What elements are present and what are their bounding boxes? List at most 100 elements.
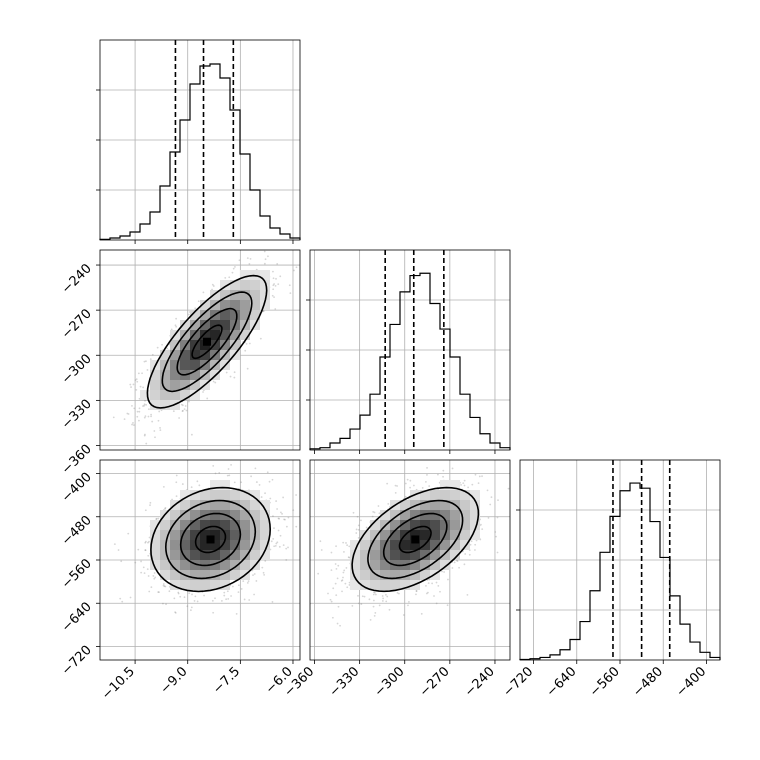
sample-point	[421, 487, 424, 489]
density-cell	[190, 500, 200, 510]
sample-point	[214, 381, 217, 384]
sample-point	[149, 501, 152, 504]
sample-point	[253, 573, 256, 575]
sample-point	[143, 572, 146, 575]
density-cell	[390, 530, 400, 540]
density-cell	[160, 380, 170, 390]
sample-point	[123, 418, 126, 421]
sample-point	[518, 488, 520, 490]
sample-point	[132, 424, 135, 426]
density-cell	[220, 490, 230, 500]
contour-line	[398, 525, 432, 554]
sample-point	[144, 541, 147, 544]
scatter-frame-2	[309, 459, 511, 661]
sample-point	[426, 474, 428, 476]
sample-point	[211, 283, 214, 286]
sample-point	[185, 409, 188, 412]
sample-point	[348, 556, 351, 559]
sample-point	[282, 544, 285, 547]
sample-point	[211, 288, 213, 291]
density-cell	[450, 540, 460, 550]
sample-point	[343, 569, 346, 572]
sample-point	[152, 575, 155, 577]
density-cell	[220, 290, 230, 300]
sample-point	[406, 478, 409, 481]
sample-point	[277, 529, 280, 532]
sample-point	[272, 288, 275, 291]
sample-point	[435, 581, 438, 584]
contour-line	[164, 499, 257, 580]
density-cell	[430, 490, 440, 500]
contour-line	[194, 525, 227, 554]
sample-point	[249, 458, 251, 460]
density-cell	[190, 490, 200, 500]
sample-point	[255, 227, 257, 229]
density-cell	[380, 550, 390, 560]
sample-point	[160, 468, 162, 470]
density-cell	[460, 500, 470, 510]
sample-point	[372, 511, 375, 513]
density-cell	[260, 520, 270, 530]
sample-point	[278, 545, 281, 548]
sample-point	[226, 590, 229, 593]
density-cell	[450, 550, 460, 560]
density-cell	[180, 520, 190, 530]
sample-point	[181, 483, 184, 485]
density-cell	[470, 530, 480, 540]
y-tick-label: −560	[59, 556, 95, 592]
density-cell	[410, 500, 420, 510]
density-cell	[220, 520, 230, 530]
sample-point	[155, 518, 158, 521]
sample-point	[402, 614, 405, 616]
sample-point	[284, 518, 286, 521]
density-cell	[230, 290, 240, 300]
sample-point	[342, 541, 345, 544]
sample-point	[426, 591, 429, 594]
density-cell	[170, 360, 180, 370]
sample-point	[144, 415, 147, 418]
sample-point	[197, 300, 200, 303]
sample-point	[345, 567, 348, 569]
density-cell	[220, 560, 230, 570]
sample-point	[495, 535, 497, 538]
sample-point	[135, 378, 138, 381]
sample-point	[371, 515, 374, 518]
sample-point	[255, 580, 258, 582]
density-cell	[190, 570, 200, 580]
sample-point	[142, 566, 145, 569]
sample-point	[447, 578, 449, 581]
sample-point	[144, 399, 146, 402]
sample-point	[187, 313, 190, 316]
sample-point	[486, 489, 489, 492]
density-cell	[190, 310, 200, 320]
sample-point	[463, 563, 466, 566]
sample-point	[481, 528, 484, 530]
sample-point	[234, 266, 236, 268]
density-cell	[240, 310, 250, 320]
contour-line	[146, 274, 268, 409]
sample-point	[278, 517, 281, 520]
sample-point	[242, 580, 245, 582]
sample-point	[347, 556, 350, 559]
density-cell	[190, 330, 200, 340]
density-cell	[210, 510, 220, 520]
panel-contents	[100, 458, 300, 660]
sample-point	[244, 349, 247, 352]
sample-point	[428, 485, 431, 487]
sample-point	[378, 512, 381, 515]
density-cell	[210, 500, 220, 510]
sample-point	[218, 472, 221, 474]
sample-point	[249, 257, 252, 260]
sample-point	[381, 600, 384, 602]
density-cell	[230, 540, 240, 550]
sample-point	[211, 599, 214, 602]
sample-point	[270, 244, 272, 246]
density-cell	[240, 560, 250, 570]
density-cell	[430, 550, 440, 560]
density-cell	[440, 510, 450, 520]
sample-point	[275, 542, 278, 545]
density-cell	[250, 510, 260, 520]
density-cell	[420, 490, 430, 500]
density-cell	[260, 280, 270, 290]
sample-point	[346, 544, 349, 547]
